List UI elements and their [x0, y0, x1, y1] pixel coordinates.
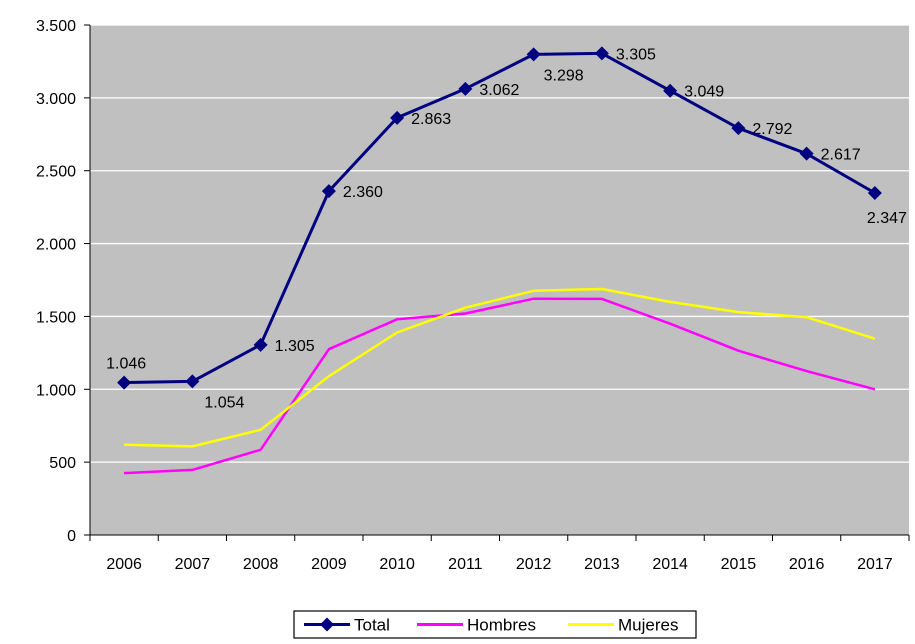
data-label-total: 1.046: [106, 356, 146, 373]
x-tick-label: 2017: [857, 556, 893, 573]
series-line-hombres: [124, 297, 876, 475]
y-tick-label: 2.000: [36, 237, 76, 254]
legend-label-total: Total: [354, 616, 390, 635]
total-marker: [594, 46, 609, 61]
y-tick-label: 3.500: [36, 18, 76, 35]
total-marker: [731, 121, 746, 136]
legend: [293, 610, 697, 639]
x-tick-label: 2015: [721, 556, 757, 573]
total-marker: [390, 110, 405, 125]
series-line-total: [124, 51, 876, 385]
data-label-total: 3.049: [684, 84, 724, 101]
data-label-total: 3.062: [479, 82, 519, 99]
x-tick-label: 2012: [516, 556, 552, 573]
total-marker: [321, 184, 336, 199]
y-tick-label: 0: [67, 528, 76, 545]
data-label-total: 3.305: [616, 46, 656, 63]
total-marker: [799, 146, 814, 161]
y-tick-label: 2.500: [36, 164, 76, 181]
x-tick-label: 2007: [175, 556, 211, 573]
legend-label-hombres: Hombres: [467, 616, 536, 635]
data-label-total: 1.054: [204, 394, 244, 411]
data-label-total: 2.347: [867, 210, 907, 227]
total-marker: [663, 83, 678, 98]
x-tick-label: 2010: [379, 556, 415, 573]
data-label-total: 2.863: [411, 111, 451, 128]
x-tick-label: 2013: [584, 556, 620, 573]
x-tick-label: 2011: [448, 556, 483, 573]
y-tick-label: 1.000: [36, 382, 76, 399]
x-tick-label: 2016: [789, 556, 825, 573]
total-marker: [117, 375, 132, 390]
legend-label-mujeres: Mujeres: [618, 616, 678, 635]
x-tick-label: 2009: [311, 556, 347, 573]
total-marker: [458, 81, 473, 96]
series-line-mujeres: [124, 287, 876, 448]
total-marker: [253, 337, 268, 352]
plot-area: [90, 25, 909, 535]
legend-marker-total: [320, 617, 334, 632]
data-label-total: 1.305: [275, 338, 315, 355]
y-tick-label: 3.000: [36, 91, 76, 108]
x-tick-label: 2008: [243, 556, 279, 573]
data-label-total: 3.298: [544, 67, 584, 84]
total-marker: [526, 47, 541, 62]
data-label-total: 2.617: [821, 147, 861, 164]
total-marker: [867, 186, 882, 201]
y-tick-label: 500: [49, 455, 76, 472]
y-tick-label: 1.500: [36, 309, 76, 326]
data-label-total: 2.360: [343, 184, 383, 201]
data-label-total: 2.792: [752, 121, 792, 138]
x-tick-label: 2014: [652, 556, 688, 573]
x-tick-label: 2006: [106, 556, 142, 573]
total-marker: [185, 374, 200, 389]
